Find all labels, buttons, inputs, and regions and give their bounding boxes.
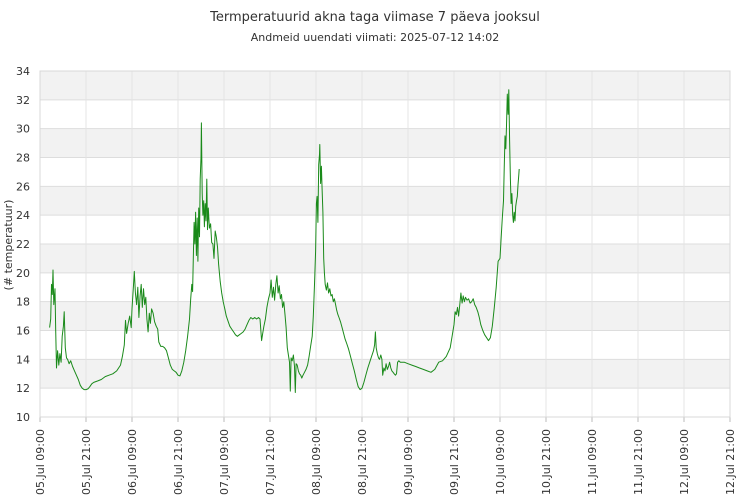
x-tick-label: 12.Jul 09:00 xyxy=(678,429,691,495)
plot-frame xyxy=(39,70,731,418)
x-tick-label: 07.Jul 09:00 xyxy=(218,429,231,495)
x-tick-label: 12.Jul 21:00 xyxy=(724,429,737,495)
y-tick-label: 26 xyxy=(16,180,30,193)
x-tick-label: 06.Jul 09:00 xyxy=(126,429,139,495)
x-tick-label: 10.Jul 21:00 xyxy=(540,429,553,495)
x-tick-label: 08.Jul 21:00 xyxy=(356,429,369,495)
y-tick-label: 20 xyxy=(16,267,30,280)
y-tick-label: 22 xyxy=(16,238,30,251)
grid-band xyxy=(40,244,730,273)
y-tick-label: 32 xyxy=(16,94,30,107)
x-tick-label: 08.Jul 09:00 xyxy=(310,429,323,495)
y-tick-label: 34 xyxy=(16,65,30,78)
grid-band xyxy=(40,359,730,389)
grid-band xyxy=(40,186,730,216)
series-line xyxy=(49,89,520,393)
y-tick-label: 10 xyxy=(16,411,30,424)
grid-band xyxy=(40,301,730,331)
x-tick-label: 09.Jul 21:00 xyxy=(448,429,461,495)
y-axis-ticks: 10 12 14 16 18 20 22 24 26 28 30 32 34 xyxy=(16,65,30,424)
grid-band xyxy=(40,71,730,100)
y-tick-label: 30 xyxy=(16,123,30,136)
y-axis-label: (# temperatuur) xyxy=(2,200,15,291)
x-tick-label: 07.Jul 21:00 xyxy=(264,429,277,495)
y-tick-label: 12 xyxy=(16,382,30,395)
y-tick-label: 28 xyxy=(16,152,30,165)
grid-band xyxy=(40,128,730,158)
grid-bands xyxy=(40,71,730,389)
x-tick-label: 06.Jul 21:00 xyxy=(172,429,185,495)
x-tick-label: 11.Jul 09:00 xyxy=(586,429,599,495)
y-tick-label: 24 xyxy=(16,209,30,222)
y-tick-label: 14 xyxy=(16,353,30,366)
series-group xyxy=(49,89,520,393)
x-axis-ticks: 05.Jul 09:00 05.Jul 21:00 06.Jul 09:00 06.J… xyxy=(34,429,737,495)
chart-subtitle: Andmeid uuendati viimati: 2025-07-12 14:… xyxy=(251,31,500,44)
x-tick-label: 05.Jul 09:00 xyxy=(34,429,47,495)
x-tick-label: 05.Jul 21:00 xyxy=(80,429,93,495)
y-tick-label: 16 xyxy=(16,325,30,338)
chart-title: Termperatuurid akna taga viimase 7 päeva… xyxy=(209,10,540,25)
x-tick-label: 09.Jul 09:00 xyxy=(402,429,415,495)
x-tick-label: 10.Jul 09:00 xyxy=(494,429,507,495)
y-tick-label: 18 xyxy=(16,296,30,309)
x-tick-label: 11.Jul 21:00 xyxy=(632,429,645,495)
